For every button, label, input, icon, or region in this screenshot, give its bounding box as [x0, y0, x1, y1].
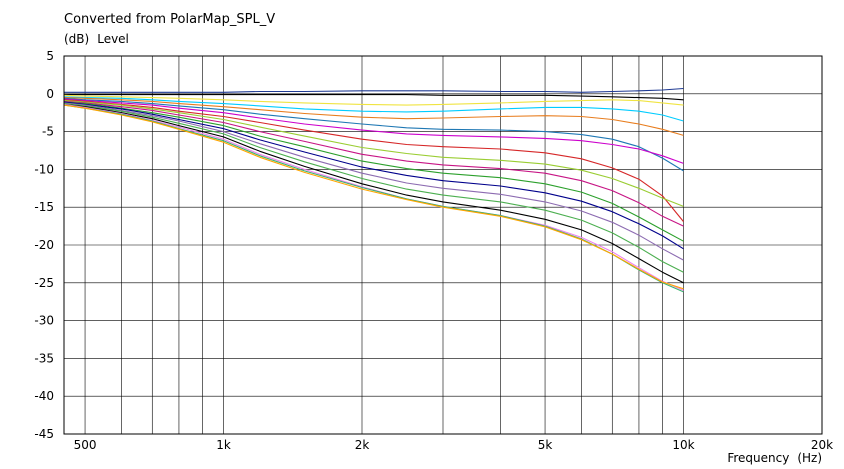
x-tick-label: 1k [216, 438, 231, 452]
y-tick-label: -30 [34, 314, 54, 328]
x-tick-label: 5k [538, 438, 553, 452]
y-tick-label: -25 [34, 276, 54, 290]
y-tick-label: -45 [34, 427, 54, 441]
series-group [63, 87, 684, 293]
y-axis-unit: (dB) [64, 32, 90, 46]
series-line-9 [63, 100, 684, 207]
series-line-12 [63, 101, 684, 250]
x-tick-label: 2k [355, 438, 370, 452]
series-line-11 [63, 101, 684, 242]
y-tick-label: -15 [34, 200, 54, 214]
y-axis-label: (dB) Level [64, 32, 129, 46]
y-tick-label: -5 [42, 125, 54, 139]
y-tick-label: -35 [34, 351, 54, 365]
series-line-18 [63, 104, 684, 290]
series-line-7 [63, 98, 684, 164]
plot-frame [63, 55, 823, 435]
series-line-15 [63, 103, 684, 284]
series-line-13 [63, 102, 684, 261]
series-line-17 [63, 104, 684, 293]
x-axis-label: Frequency (Hz) [727, 451, 822, 465]
x-axis-title: Frequency [727, 451, 790, 465]
series-line-8 [63, 99, 684, 222]
x-tick-label: 500 [74, 438, 97, 452]
x-tick-label: 10k [672, 438, 694, 452]
series-line-1 [64, 87, 684, 93]
series-line-5 [63, 97, 684, 136]
x-axis-unit: (Hz) [797, 451, 822, 465]
series-line-16 [63, 103, 684, 291]
x-tick-label: 20k [811, 438, 833, 452]
tick-labels: 5 0 -5 -10 -15 -20 -25 -30 -35 -40 -45 500 1k 2k 5k 10k… [34, 49, 833, 452]
series-line-3 [63, 94, 684, 106]
y-tick-label: 5 [46, 49, 54, 63]
series-line-10 [63, 100, 684, 227]
y-tick-label: -40 [34, 389, 54, 403]
y-tick-label: 0 [46, 87, 54, 101]
series-line-6 [63, 97, 684, 172]
y-tick-label: -10 [34, 162, 54, 176]
series-line-2 [64, 94, 684, 101]
y-tick-label: -20 [34, 238, 54, 252]
chart-title: Converted from PolarMap_SPL_V [64, 12, 276, 27]
series-line-4 [63, 96, 684, 122]
y-axis-title: Level [97, 32, 129, 46]
series-line-14 [63, 103, 684, 273]
